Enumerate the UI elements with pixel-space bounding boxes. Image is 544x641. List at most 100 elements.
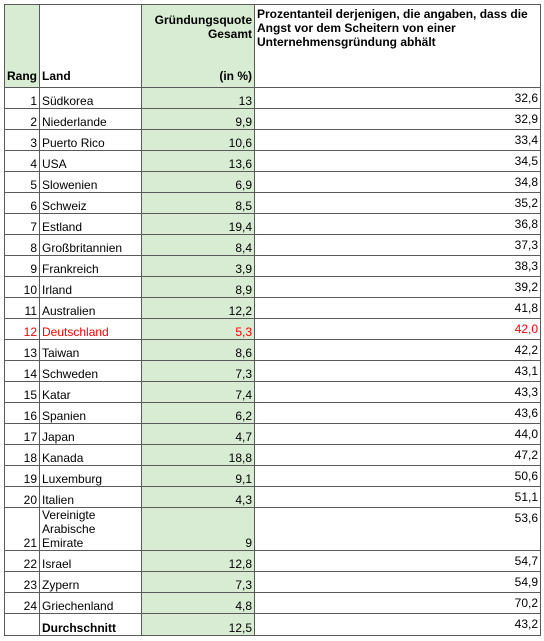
table-row: 16 Spanien 6,2 43,6 — [4, 402, 541, 424]
fear-cell: 47,2 — [254, 444, 541, 466]
country-cell: Schweden — [39, 360, 142, 382]
rank-cell: 18 — [4, 444, 40, 466]
quota-cell: 13,6 — [141, 150, 255, 172]
quota-cell: 9,9 — [141, 108, 255, 130]
country-cell: Estland — [39, 213, 142, 235]
table-row: 5 Slowenien 6,9 34,8 — [4, 171, 541, 193]
rank-cell: 7 — [4, 213, 40, 235]
fear-cell: 39,2 — [254, 276, 541, 298]
country-cell: USA — [39, 150, 142, 172]
country-cell: Schweiz — [39, 192, 142, 214]
table-row: 21 Vereinigte Arabische Emirate 9 53,6 — [4, 507, 541, 551]
header-row: Rang Land Gründungsquote Gesamt (in %) P… — [4, 4, 541, 88]
country-cell: Japan — [39, 423, 142, 445]
rank-cell: 1 — [4, 87, 40, 109]
quota-cell: 12,8 — [141, 550, 255, 572]
fear-cell: 41,8 — [254, 297, 541, 319]
rank-cell: 3 — [4, 129, 40, 151]
quota-cell: 3,9 — [141, 255, 255, 277]
table-row: 14 Schweden 7,3 43,1 — [4, 360, 541, 382]
table-row: 24 Griechenland 4,8 70,2 — [4, 592, 541, 614]
table-body: 1 Südkorea 13 32,6 2 Niederlande 9,9 32,9 3 Puert… — [4, 87, 541, 636]
table-row: 7 Estland 19,4 36,8 — [4, 213, 541, 235]
fear-cell: 43,1 — [254, 360, 541, 382]
rank-cell: 11 — [4, 297, 40, 319]
rank-cell: 22 — [4, 550, 40, 572]
fear-cell: 50,6 — [254, 465, 541, 487]
fear-cell: 43,3 — [254, 381, 541, 403]
fear-cell: 34,5 — [254, 150, 541, 172]
quota-cell: 8,4 — [141, 234, 255, 256]
country-cell: Slowenien — [39, 171, 142, 193]
table-row: 8 Großbritannien 8,4 37,3 — [4, 234, 541, 256]
rank-cell: 4 — [4, 150, 40, 172]
table-row: 9 Frankreich 3,9 38,3 — [4, 255, 541, 277]
fear-cell: 32,6 — [254, 87, 541, 109]
quota-cell: 13 — [141, 87, 255, 109]
table-row: 11 Australien 12,2 41,8 — [4, 297, 541, 319]
fear-cell: 54,9 — [254, 571, 541, 593]
rank-cell: 12 — [4, 318, 40, 340]
country-cell: Australien — [39, 297, 142, 319]
table-row: 2 Niederlande 9,9 32,9 — [4, 108, 541, 130]
quota-cell: 4,8 — [141, 592, 255, 614]
quota-cell: 7,3 — [141, 571, 255, 593]
country-cell: Südkorea — [39, 87, 142, 109]
rank-cell: 15 — [4, 381, 40, 403]
table-row: 1 Südkorea 13 32,6 — [4, 87, 541, 109]
rank-cell: 5 — [4, 171, 40, 193]
fear-cell: 32,9 — [254, 108, 541, 130]
country-cell: Kanada — [39, 444, 142, 466]
rank-cell: 6 — [4, 192, 40, 214]
fear-cell: 36,8 — [254, 213, 541, 235]
rank-cell: 13 — [4, 339, 40, 361]
country-cell: Taiwan — [39, 339, 142, 361]
table-row: 19 Luxemburg 9,1 50,6 — [4, 465, 541, 487]
quota-cell: 6,2 — [141, 402, 255, 424]
country-cell: Puerto Rico — [39, 129, 142, 151]
country-header: Land — [39, 4, 142, 88]
fear-cell: 33,4 — [254, 129, 541, 151]
table-row: 13 Taiwan 8,6 42,2 — [4, 339, 541, 361]
quota-cell: 7,4 — [141, 381, 255, 403]
fear-cell: 35,2 — [254, 192, 541, 214]
country-cell: Luxemburg — [39, 465, 142, 487]
quota-cell: 8,9 — [141, 276, 255, 298]
table-row: 12 Deutschland 5,3 42,0 — [4, 318, 541, 340]
quota-cell: 12,5 — [141, 613, 255, 636]
country-cell: Griechenland — [39, 592, 142, 614]
rank-cell: 2 — [4, 108, 40, 130]
table-row: 20 Italien 4,3 51,1 — [4, 486, 541, 508]
rank-cell: 23 — [4, 571, 40, 593]
quota-cell: 18,8 — [141, 444, 255, 466]
quota-title: Gründungsquote Gesamt — [154, 13, 252, 41]
country-cell: Irland — [39, 276, 142, 298]
quota-cell: 8,5 — [141, 192, 255, 214]
quota-cell: 9,1 — [141, 465, 255, 487]
table-row: 22 Israel 12,8 54,7 — [4, 550, 541, 572]
fear-header: Prozentanteil derjenigen, die angaben, d… — [254, 4, 541, 88]
quota-header-box: Gründungsquote Gesamt (in %) — [144, 6, 252, 83]
rank-cell: 24 — [4, 592, 40, 614]
table-row: 6 Schweiz 8,5 35,2 — [4, 192, 541, 214]
fear-cell: 42,2 — [254, 339, 541, 361]
rank-cell: 8 — [4, 234, 40, 256]
fear-cell: 37,3 — [254, 234, 541, 256]
table-row: 3 Puerto Rico 10,6 33,4 — [4, 129, 541, 151]
quota-cell: 6,9 — [141, 171, 255, 193]
fear-cell: 43,2 — [254, 613, 541, 636]
fear-cell: 43,6 — [254, 402, 541, 424]
rank-cell: 21 — [4, 507, 40, 551]
table-row: 10 Irland 8,9 39,2 — [4, 276, 541, 298]
country-cell: Deutschland — [39, 318, 142, 340]
quota-cell: 4,7 — [141, 423, 255, 445]
fear-cell: 34,8 — [254, 171, 541, 193]
quota-cell: 10,6 — [141, 129, 255, 151]
country-cell: Italien — [39, 486, 142, 508]
table-row: 18 Kanada 18,8 47,2 — [4, 444, 541, 466]
table-row: 17 Japan 4,7 44,0 — [4, 423, 541, 445]
country-cell: Frankreich — [39, 255, 142, 277]
country-cell: Durchschnitt — [39, 613, 142, 636]
rank-cell: 10 — [4, 276, 40, 298]
